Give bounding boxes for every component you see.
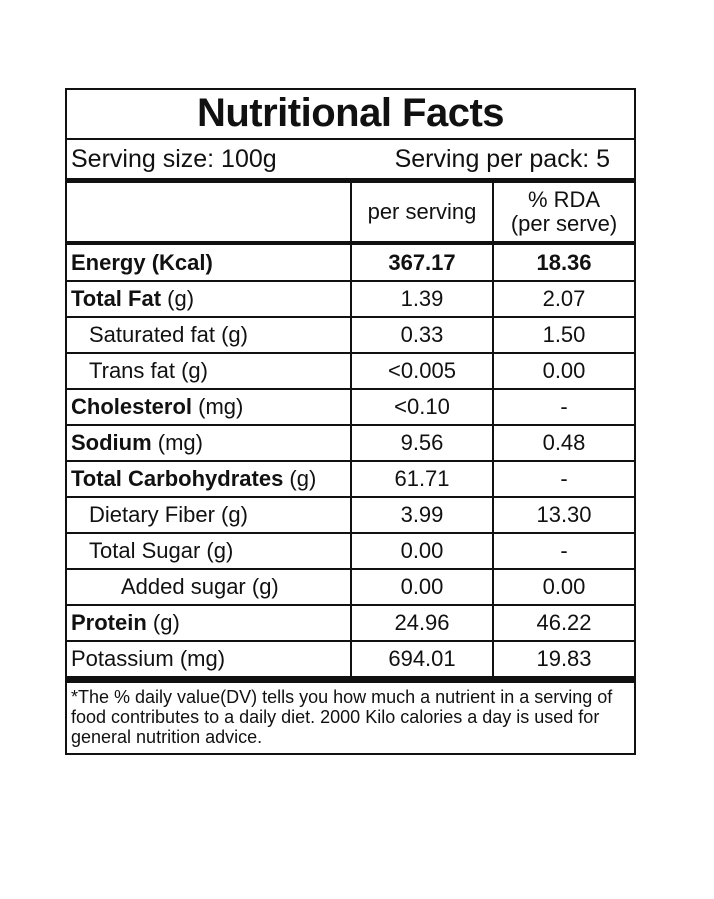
header-rda-line2: (per serve) xyxy=(510,211,618,236)
serving-size: Serving size: 100g xyxy=(71,144,277,173)
table-row: Dietary Fiber (g) 3.99 13.30 xyxy=(67,496,634,534)
rda-value: - xyxy=(492,532,634,570)
header-rda-line1: % RDA xyxy=(527,187,601,212)
per-serving-value: 24.96 xyxy=(350,604,494,642)
nutrient-name-bold: Cholesterol xyxy=(71,394,193,419)
rda-value: 1.50 xyxy=(492,316,634,354)
per-serving-value: 694.01 xyxy=(350,640,494,678)
rda-value: - xyxy=(492,460,634,498)
header-per-serving: per serving xyxy=(350,183,494,244)
nutrient-name-bold: Sodium xyxy=(71,430,152,455)
per-serving-value: 0.33 xyxy=(350,316,494,354)
per-serving-value: 367.17 xyxy=(350,241,494,282)
per-serving-value: 0.00 xyxy=(350,532,494,570)
rda-value: 19.83 xyxy=(492,640,634,678)
rda-value: 0.00 xyxy=(492,352,634,390)
footnote: *The % daily value(DV) tells you how muc… xyxy=(67,678,634,753)
nutrient-unit: (g) xyxy=(283,466,317,491)
per-serving-value: 9.56 xyxy=(350,424,494,462)
nutrient-name: Dietary Fiber (g) xyxy=(89,502,248,527)
table-row: Potassium (mg) 694.01 19.83 xyxy=(67,640,634,678)
rda-value: - xyxy=(492,388,634,426)
per-serving-value: <0.005 xyxy=(350,352,494,390)
rda-value: 0.00 xyxy=(492,568,634,606)
table-row: Total Sugar (g) 0.00 - xyxy=(67,532,634,570)
nutrient-name-bold: Total Carbohydrates xyxy=(71,466,284,491)
label-title: Nutritional Facts xyxy=(67,90,634,140)
table-row: Saturated fat (g) 0.33 1.50 xyxy=(67,316,634,354)
rda-value: 13.30 xyxy=(492,496,634,534)
nutrient-name-bold: Total Fat xyxy=(71,286,162,311)
rda-value: 2.07 xyxy=(492,280,634,318)
serving-per-pack: Serving per pack: 5 xyxy=(394,144,610,173)
nutrition-facts-label: Nutritional Facts Serving size: 100g Ser… xyxy=(65,88,636,755)
nutrient-name: Added sugar (g) xyxy=(121,574,279,599)
per-serving-value: 1.39 xyxy=(350,280,494,318)
table-row: Total Fat (g) 1.39 2.07 xyxy=(67,280,634,318)
rda-value: 46.22 xyxy=(492,604,634,642)
table-row: Trans fat (g) <0.005 0.00 xyxy=(67,352,634,390)
nutrient-unit: (mg) xyxy=(151,430,203,455)
rda-value: 18.36 xyxy=(492,241,634,282)
table-row: Cholesterol (mg) <0.10 - xyxy=(67,388,634,426)
per-serving-value: 0.00 xyxy=(350,568,494,606)
header-blank-cell xyxy=(67,183,352,244)
header-rda: % RDA (per serve) xyxy=(492,183,634,244)
nutrient-unit: (mg) xyxy=(192,394,244,419)
nutrient-name: Saturated fat (g) xyxy=(89,322,248,347)
per-serving-value: 3.99 xyxy=(350,496,494,534)
nutrient-name: Potassium (mg) xyxy=(71,646,226,671)
nutrient-table: per serving % RDA (per serve) Energy (Kc… xyxy=(67,183,634,678)
table-row: Energy (Kcal) 367.17 18.36 xyxy=(67,241,634,282)
nutrient-name: Total Sugar (g) xyxy=(89,538,234,563)
nutrient-name: Trans fat (g) xyxy=(89,358,208,383)
rda-value: 0.48 xyxy=(492,424,634,462)
nutrient-unit: (g) xyxy=(161,286,195,311)
table-row: Added sugar (g) 0.00 0.00 xyxy=(67,568,634,606)
nutrient-name-bold: Protein xyxy=(71,610,147,635)
table-row: Protein (g) 24.96 46.22 xyxy=(67,604,634,642)
table-header-row: per serving % RDA (per serve) xyxy=(67,183,634,244)
per-serving-value: <0.10 xyxy=(350,388,494,426)
table-row: Sodium (mg) 9.56 0.48 xyxy=(67,424,634,462)
nutrient-unit: (g) xyxy=(146,610,180,635)
table-row: Total Carbohydrates (g) 61.71 - xyxy=(67,460,634,498)
per-serving-value: 61.71 xyxy=(350,460,494,498)
serving-info: Serving size: 100g Serving per pack: 5 xyxy=(67,140,634,183)
nutrient-name-bold: Energy (Kcal) xyxy=(71,249,213,275)
